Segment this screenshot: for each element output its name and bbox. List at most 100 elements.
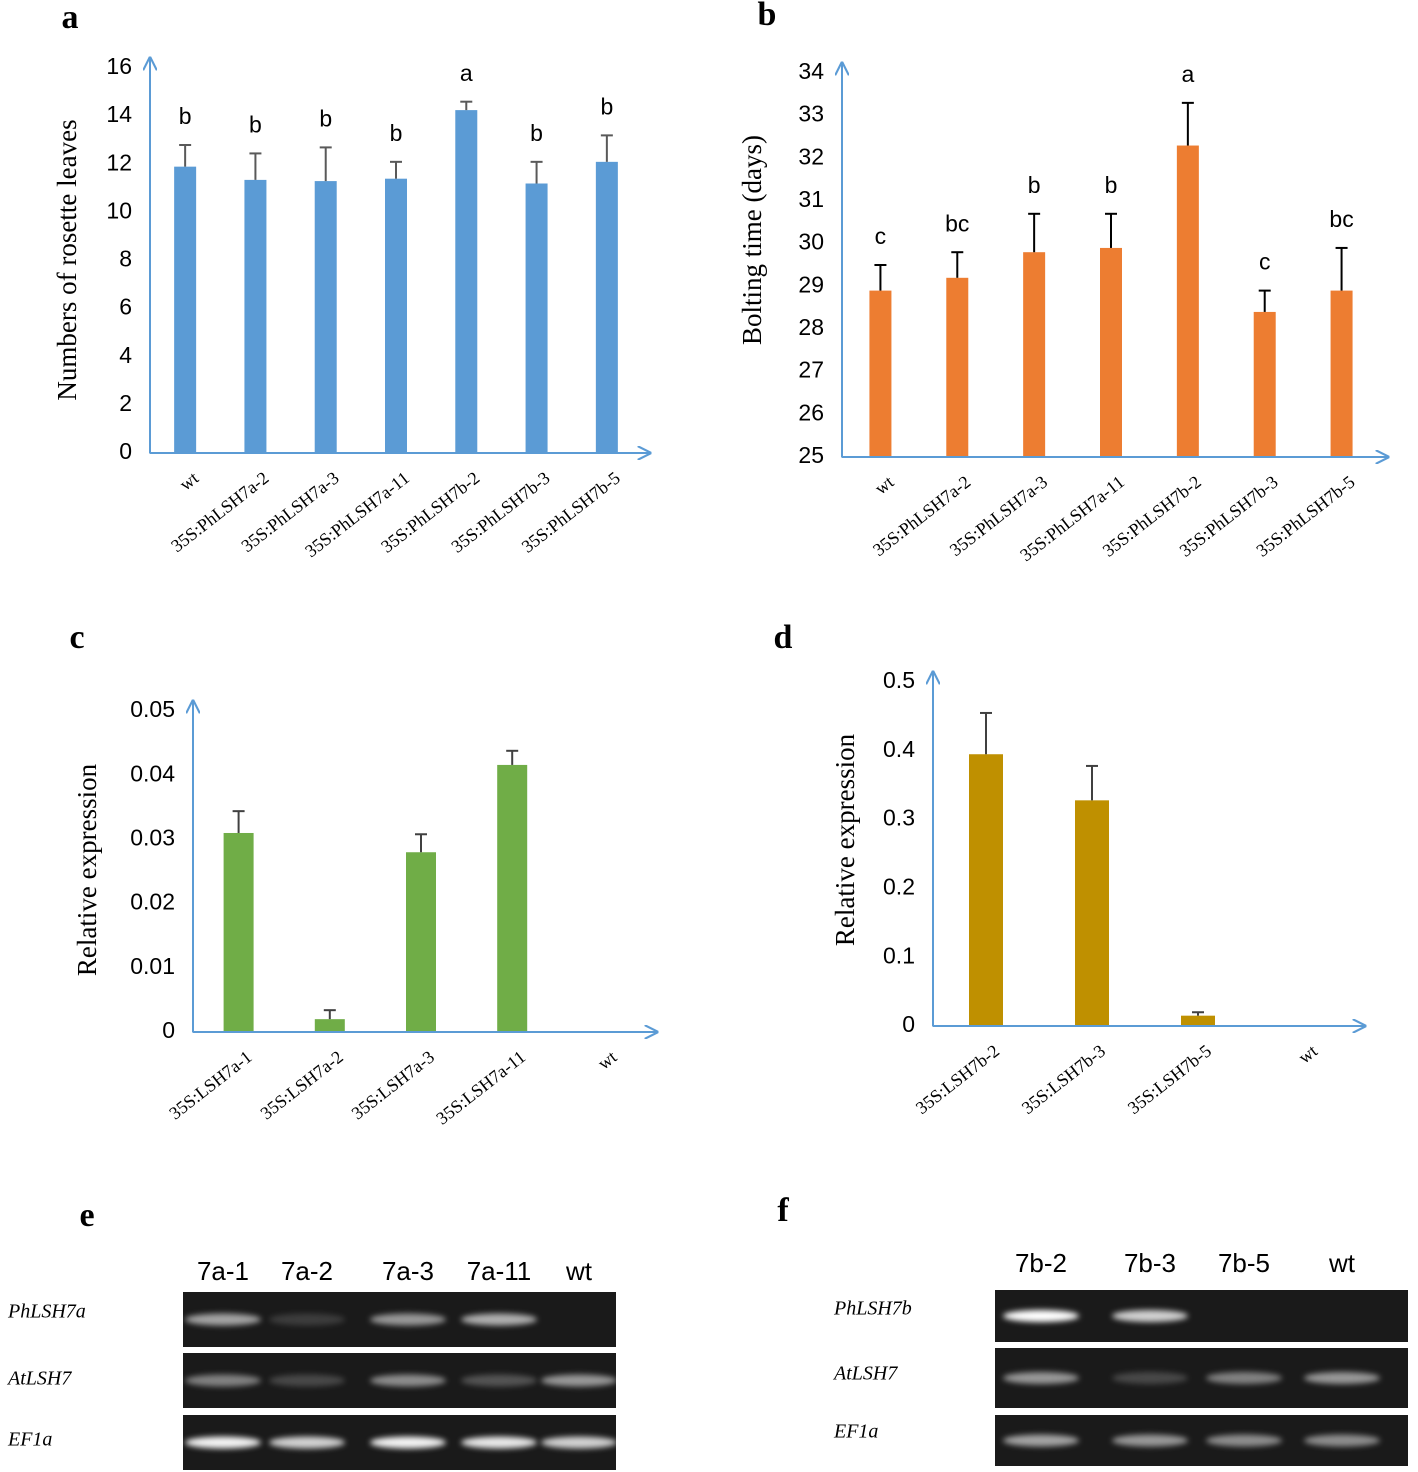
lane-label: 7a-2	[281, 1256, 333, 1286]
bar	[969, 754, 1003, 1026]
x-tick-label: 35S:LSH7b-2	[912, 1041, 1003, 1118]
bar	[595, 161, 618, 453]
annotation: b	[390, 120, 403, 146]
error-bar	[1258, 289, 1271, 312]
gel-band	[1003, 1434, 1079, 1447]
gel-band	[370, 1313, 446, 1326]
x-tick-label: wt	[594, 1047, 620, 1074]
y-tick-label: 0.2	[883, 873, 915, 899]
error-bar	[390, 160, 402, 179]
bar	[244, 179, 267, 453]
annotation: b	[249, 112, 262, 138]
annotation: b	[179, 103, 192, 129]
gel-band	[269, 1374, 345, 1387]
annotation: a	[460, 60, 473, 86]
gel-band	[269, 1313, 345, 1326]
bar	[869, 290, 892, 457]
gel-band	[461, 1374, 537, 1387]
y-tick-label: 0.02	[130, 889, 175, 915]
bar	[1023, 252, 1046, 457]
error-bar	[530, 160, 543, 184]
y-tick-label: 31	[798, 186, 824, 212]
error-bar	[179, 144, 192, 167]
lane-label: 7b-2	[1015, 1248, 1067, 1278]
gel-band	[185, 1436, 261, 1449]
bar	[314, 1019, 345, 1032]
bar	[525, 183, 548, 453]
annotation: bc	[1329, 206, 1353, 232]
annotation: b	[1105, 172, 1118, 198]
gel-band	[370, 1374, 446, 1387]
gel-band	[1112, 1310, 1188, 1322]
gel-band	[185, 1374, 261, 1387]
bar	[455, 110, 478, 453]
panel-label: a	[62, 0, 79, 36]
error-bar	[600, 134, 613, 162]
gel-band	[1206, 1434, 1282, 1447]
error-bar	[323, 1009, 336, 1020]
bar	[946, 277, 969, 457]
y-tick-label: 2	[119, 390, 132, 416]
error-bar	[1086, 764, 1098, 801]
bar	[223, 832, 254, 1032]
bar	[385, 178, 407, 453]
error-bar	[249, 152, 262, 180]
y-tick-label: 27	[798, 357, 824, 383]
error-bar	[319, 146, 332, 182]
bar	[1253, 311, 1276, 457]
y-axis-label: Relative expression	[830, 733, 860, 946]
gel-band	[1304, 1372, 1380, 1384]
gel-band	[541, 1436, 617, 1449]
gel-band	[1206, 1372, 1282, 1384]
error-bar	[506, 749, 519, 765]
annotation: b	[1028, 172, 1041, 198]
y-tick-label: 29	[798, 271, 824, 297]
y-tick-label: 0	[119, 438, 132, 464]
y-tick-label: 32	[798, 143, 824, 169]
gene-label: EF1a	[7, 1429, 52, 1451]
panel-label: f	[777, 1192, 789, 1229]
y-tick-label: 0.05	[130, 696, 175, 722]
y-tick-label: 0.5	[883, 667, 915, 693]
lane-label: wt	[1328, 1248, 1356, 1278]
y-tick-label: 26	[798, 399, 824, 425]
annotation: b	[530, 120, 543, 146]
lane-label: 7a-3	[382, 1256, 434, 1286]
annotation: a	[1181, 61, 1194, 87]
y-tick-label: 0.04	[130, 760, 175, 786]
x-tick-label: wt	[176, 468, 202, 495]
y-tick-label: 14	[106, 101, 132, 127]
x-tick-label: 35S:LSH7a-3	[348, 1047, 438, 1124]
lane-label: 7a-1	[197, 1256, 249, 1286]
annotation: c	[1259, 249, 1271, 275]
y-tick-label: 0.4	[883, 736, 915, 762]
y-tick-label: 6	[119, 294, 132, 320]
y-tick-label: 25	[798, 442, 824, 468]
panel-label: b	[758, 0, 777, 33]
error-bar	[415, 833, 427, 853]
x-tick-label: 35S:LSH7a-2	[256, 1047, 346, 1124]
bar	[406, 852, 436, 1032]
y-tick-label: 0.03	[130, 824, 175, 850]
x-tick-label: 35S:LSH7b-5	[1124, 1041, 1215, 1118]
x-tick-label: wt	[1295, 1041, 1321, 1068]
x-tick-label: 35S:LSH7b-3	[1018, 1041, 1109, 1118]
x-tick-label: wt	[871, 472, 897, 499]
y-tick-label: 33	[798, 101, 824, 127]
bar	[1181, 1015, 1215, 1026]
gel-band	[541, 1374, 617, 1387]
bar	[1330, 290, 1353, 457]
error-bar	[460, 100, 473, 111]
y-tick-label: 0.01	[130, 953, 175, 979]
gel-band	[1112, 1434, 1188, 1447]
panel-label: d	[774, 619, 793, 656]
gene-label: AtLSH7	[6, 1368, 72, 1390]
y-tick-label: 0	[162, 1017, 175, 1043]
panel-label: c	[69, 619, 84, 656]
y-tick-label: 16	[106, 53, 132, 79]
y-tick-label: 30	[798, 229, 824, 255]
gel-band	[461, 1436, 537, 1449]
y-tick-label: 8	[119, 246, 132, 272]
x-tick-label: 35S:LSH7a-11	[432, 1047, 529, 1129]
gel-band	[370, 1436, 446, 1449]
